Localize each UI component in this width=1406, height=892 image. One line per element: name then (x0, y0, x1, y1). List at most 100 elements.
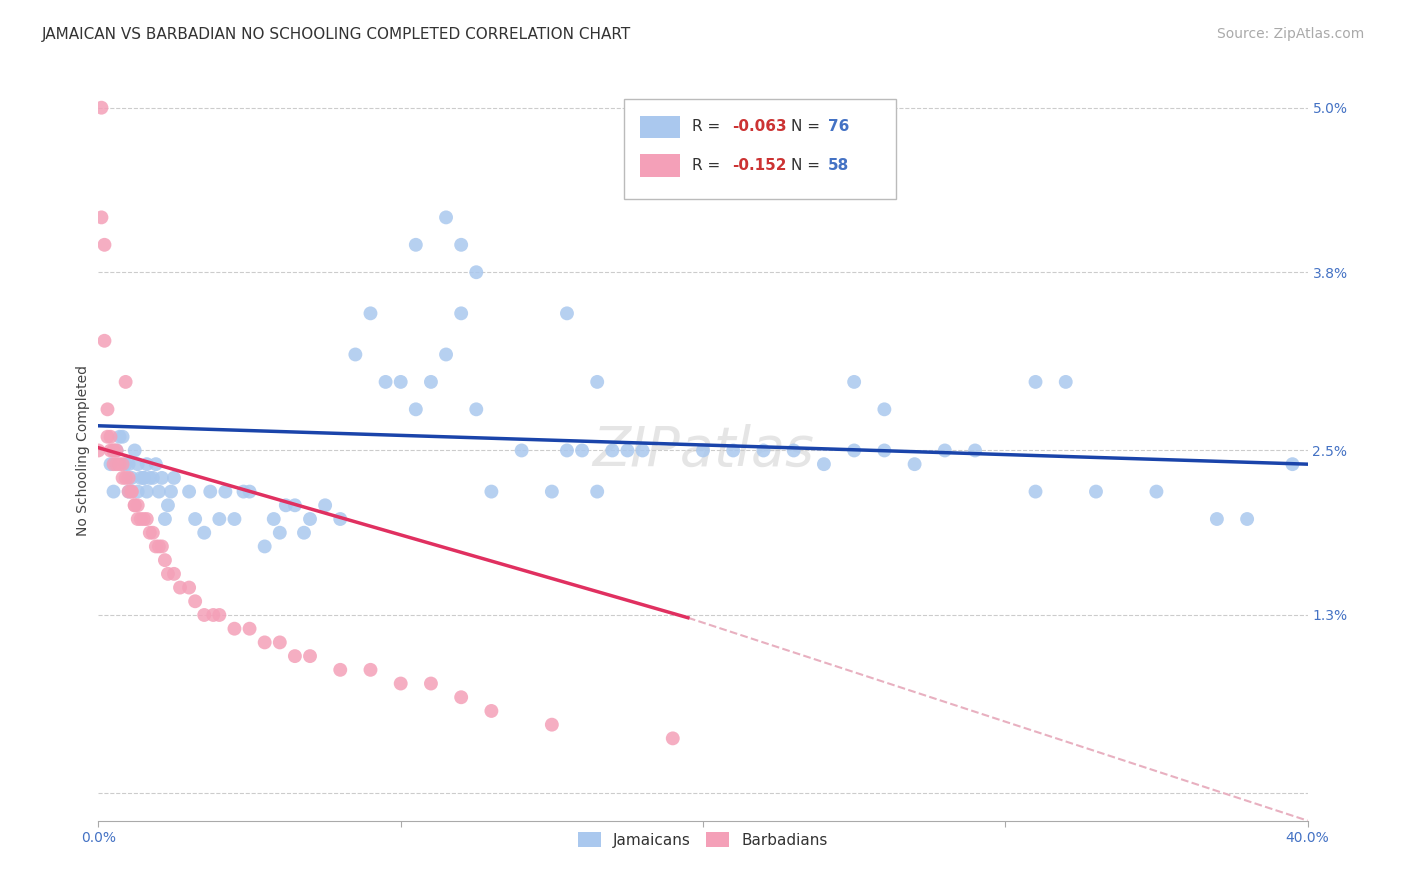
Point (121, 471, 143, 485)
Point (127, 512, 149, 526)
Point (540, 484, 562, 499)
Point (405, 237, 427, 252)
Point (450, 690, 472, 705)
Text: R =: R = (692, 158, 725, 173)
Point (100, 457, 122, 471)
Point (540, 717, 562, 731)
Text: N =: N = (792, 120, 825, 135)
Point (132, 471, 155, 485)
Point (105, 457, 128, 471)
Text: JAMAICAN VS BARBADIAN NO SCHOOLING COMPLETED CORRELATION CHART: JAMAICAN VS BARBADIAN NO SCHOOLING COMPL… (42, 27, 631, 42)
Point (105, 443, 128, 458)
Point (465, 402, 488, 417)
Point (263, 512, 285, 526)
Point (292, 525, 315, 540)
Text: R =: R = (692, 120, 725, 135)
Point (616, 443, 638, 458)
Y-axis label: No Schooling Completed: No Schooling Completed (76, 365, 90, 536)
Point (135, 484, 157, 499)
Point (752, 443, 775, 458)
Point (405, 402, 427, 417)
Point (1085, 484, 1108, 499)
Point (253, 635, 276, 649)
FancyBboxPatch shape (640, 154, 681, 177)
Point (450, 306, 472, 320)
Point (360, 306, 382, 320)
Point (114, 457, 136, 471)
Point (153, 512, 176, 526)
Point (1144, 484, 1167, 499)
Point (108, 430, 131, 444)
Point (127, 484, 149, 499)
Point (129, 512, 152, 526)
Point (139, 471, 162, 485)
Point (96, 402, 118, 417)
Point (844, 443, 866, 458)
Point (135, 512, 157, 526)
Point (142, 525, 165, 540)
Point (481, 484, 503, 499)
Point (253, 540, 276, 554)
Point (184, 512, 207, 526)
Point (434, 211, 457, 225)
Point (434, 347, 457, 361)
Text: -0.152: -0.152 (733, 158, 786, 173)
Point (284, 649, 307, 664)
Point (344, 347, 367, 361)
Point (105, 443, 128, 458)
Point (934, 443, 956, 458)
Point (1236, 512, 1258, 526)
Point (118, 471, 141, 485)
Text: 58: 58 (828, 158, 849, 173)
Point (389, 375, 412, 389)
Point (420, 676, 443, 690)
Point (239, 622, 262, 636)
Point (269, 525, 291, 540)
Point (420, 375, 443, 389)
Point (239, 484, 262, 499)
Point (121, 484, 143, 499)
Text: Source: ZipAtlas.com: Source: ZipAtlas.com (1216, 27, 1364, 41)
Point (1281, 457, 1303, 471)
Point (127, 498, 149, 512)
Point (783, 443, 806, 458)
Point (111, 430, 134, 444)
Point (156, 566, 179, 581)
Text: -0.063: -0.063 (733, 120, 786, 135)
Point (90, 211, 112, 225)
FancyBboxPatch shape (624, 99, 897, 199)
Point (571, 443, 593, 458)
Point (510, 443, 533, 458)
Point (127, 457, 149, 471)
Point (602, 443, 624, 458)
Point (163, 471, 186, 485)
Point (148, 540, 170, 554)
Point (202, 607, 225, 622)
Text: N =: N = (792, 158, 825, 173)
Text: ZIPatlas: ZIPatlas (592, 424, 814, 477)
Point (965, 443, 987, 458)
Point (274, 498, 297, 512)
Point (224, 512, 246, 526)
Point (179, 484, 201, 499)
Point (124, 498, 146, 512)
Point (692, 443, 714, 458)
Point (193, 525, 215, 540)
Point (132, 471, 155, 485)
Point (114, 471, 136, 485)
Point (124, 498, 146, 512)
Point (1054, 375, 1077, 389)
Point (208, 607, 231, 622)
Point (160, 484, 183, 499)
Point (329, 663, 352, 677)
Point (224, 622, 246, 636)
Point (100, 443, 122, 458)
Point (108, 457, 131, 471)
Point (873, 443, 896, 458)
Point (129, 471, 152, 485)
Point (299, 512, 322, 526)
Point (169, 581, 191, 595)
Point (142, 471, 165, 485)
Point (111, 457, 134, 471)
Point (586, 484, 609, 499)
